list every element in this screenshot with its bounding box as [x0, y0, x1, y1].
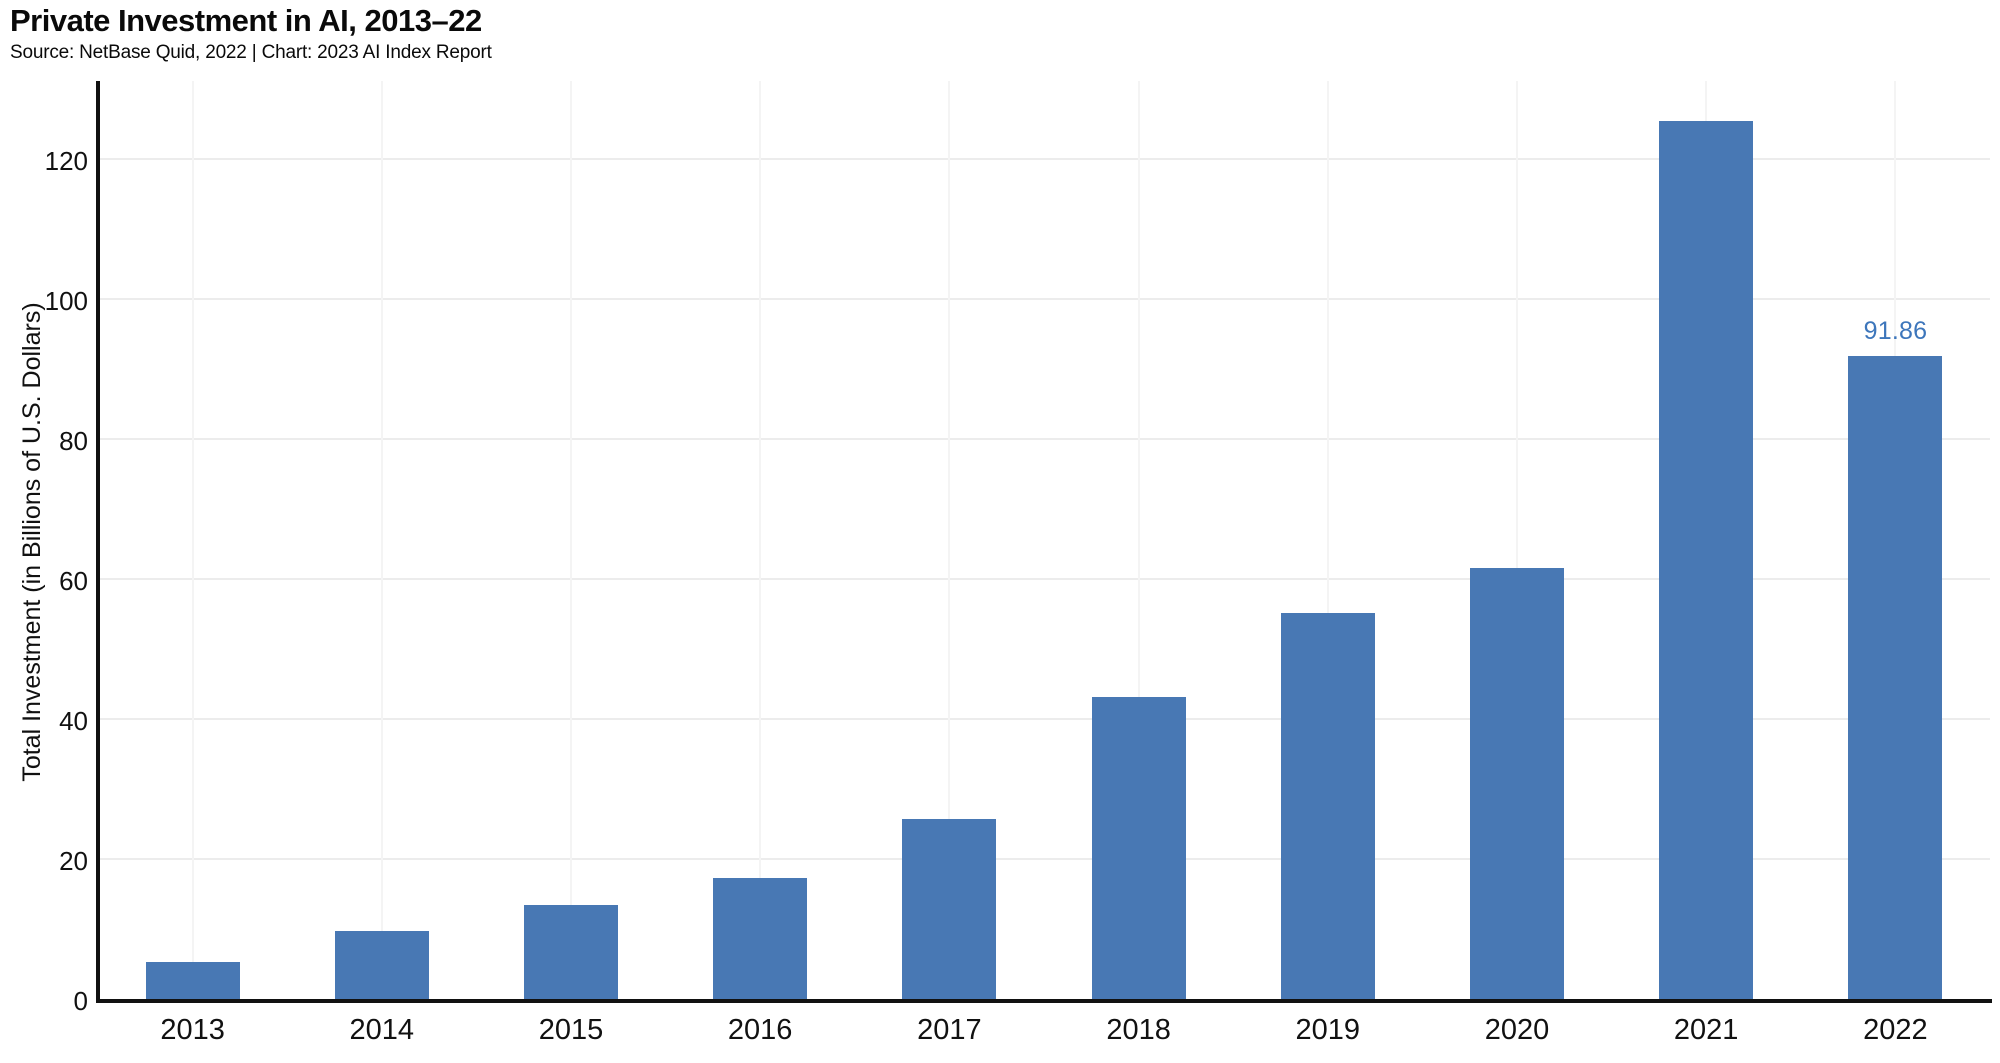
y-tick-label-120: 120: [44, 146, 88, 176]
bar-2019: [1280, 613, 1375, 999]
x-tick-label-2020: 2020: [1484, 1014, 1550, 1046]
x-tick-label-2015: 2015: [538, 1014, 604, 1046]
plot-area: 91.86: [98, 81, 1990, 999]
y-tick-label-60: 60: [59, 566, 88, 596]
y-tick-label-0: 0: [73, 986, 88, 1016]
x-tick-label-2016: 2016: [727, 1014, 793, 1046]
bar-2016: [713, 877, 808, 999]
gridline-horizontal-20: [98, 858, 1990, 860]
gridline-vertical-2017: [948, 81, 951, 999]
chart-source-note: Source: NetBase Quid, 2022 | Chart: 2023…: [10, 42, 492, 63]
gridline-horizontal-40: [98, 718, 1990, 720]
bar-2021: [1659, 121, 1754, 999]
bar-2020: [1470, 567, 1564, 999]
bar-2014: [334, 931, 429, 999]
x-tick-label-2021: 2021: [1673, 1014, 1739, 1046]
y-tick-label-100: 100: [44, 286, 88, 316]
gridline-vertical-2016: [759, 81, 762, 999]
bar-2013: [145, 961, 240, 999]
gridline-horizontal-120: [98, 158, 1990, 160]
x-tick-label-2018: 2018: [1106, 1014, 1171, 1046]
bar-2018: [1091, 697, 1186, 999]
y-tick-label-80: 80: [59, 426, 88, 456]
gridline-vertical-2015: [570, 81, 572, 999]
x-axis-line: [96, 999, 1992, 1003]
y-tick-label-40: 40: [59, 706, 88, 736]
x-tick-label-2019: 2019: [1295, 1014, 1361, 1046]
x-tick-label-2017: 2017: [917, 1014, 982, 1046]
x-tick-label-2014: 2014: [349, 1014, 415, 1046]
gridline-vertical-2014: [380, 81, 383, 999]
gridline-vertical-2020: [1516, 81, 1518, 999]
chart-title: Private Investment in AI, 2013–22: [10, 3, 482, 38]
x-tick-label-2022: 2022: [1863, 1014, 1928, 1046]
y-axis-line: [96, 81, 100, 1003]
y-tick-label-20: 20: [59, 846, 88, 876]
x-tick-label-2013: 2013: [160, 1014, 225, 1046]
gridline-vertical-2018: [1137, 81, 1140, 999]
gridline-horizontal-80: [98, 438, 1990, 440]
bar-value-label-2022: 91.86: [1863, 316, 1928, 345]
bar-2015: [524, 904, 618, 999]
gridline-horizontal-100: [98, 298, 1990, 300]
bar-2017: [902, 819, 997, 999]
gridline-vertical-2013: [191, 81, 194, 999]
gridline-vertical-2019: [1326, 81, 1329, 999]
bar-2022: [1848, 355, 1943, 999]
gridline-horizontal-60: [98, 578, 1990, 580]
